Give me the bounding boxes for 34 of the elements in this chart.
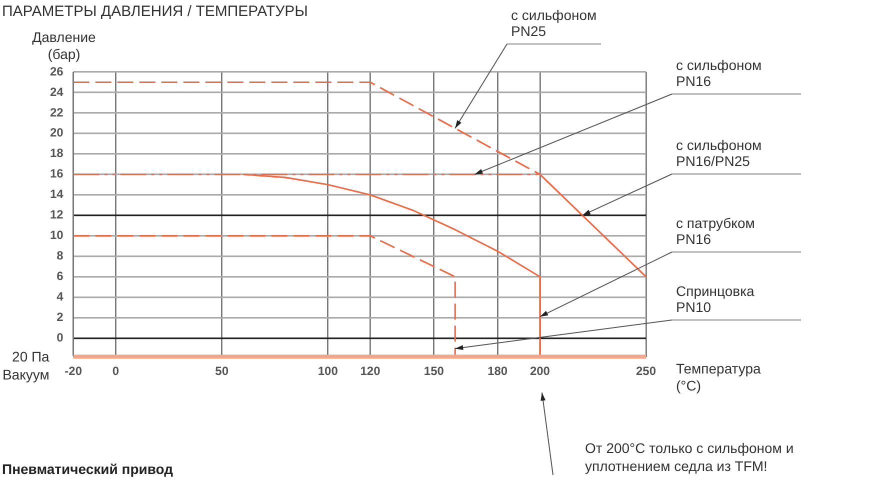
y-tick-label: 4 bbox=[56, 290, 64, 304]
x-tick-label: 150 bbox=[424, 364, 444, 378]
text: с сильфоном PN25 bbox=[511, 7, 597, 39]
y-axis-title: Давление (бар) bbox=[32, 29, 96, 62]
x-tick-label: 200 bbox=[530, 364, 550, 378]
x-tick-label: 120 bbox=[360, 364, 381, 378]
text: Спринцовка PN10 bbox=[676, 283, 755, 315]
ref-line-label: 20 Па Вакуум bbox=[2, 348, 50, 382]
y-tick-label: 8 bbox=[56, 248, 64, 263]
y-tick-label: 18 bbox=[50, 146, 64, 160]
y-tick-label: 26 bbox=[50, 64, 64, 78]
y-tick-label: 10 bbox=[50, 228, 64, 242]
chart-title: ПАРАМЕТРЫ ДАВЛЕНИЯ / ТЕМПЕРАТУРЫ bbox=[2, 3, 308, 20]
y-tick-label: 6 bbox=[56, 269, 64, 284]
x-tick-label: 180 bbox=[488, 364, 508, 378]
text: От 200°C только с сильфоном и уплотнением седла из TFM! bbox=[585, 440, 794, 474]
y-tick-label: 16 bbox=[50, 166, 64, 181]
text: с сильфоном PN16/PN25 bbox=[676, 137, 762, 169]
text: Пневматический привод bbox=[2, 461, 174, 477]
x-tick-label: 250 bbox=[636, 364, 656, 378]
y-tick-label: 12 bbox=[50, 208, 64, 222]
text: с патрубком PN16 bbox=[676, 215, 755, 247]
y-tick-label: 14 bbox=[50, 187, 64, 202]
x-tick-label: 50 bbox=[215, 364, 229, 378]
y-tick-label: 22 bbox=[50, 105, 64, 120]
x-tick-label: -20 bbox=[64, 364, 82, 378]
y-tick-label: 0 bbox=[56, 330, 64, 344]
x-tick-label: 0 bbox=[112, 364, 120, 378]
x-tick-label: 100 bbox=[318, 364, 338, 378]
y-tick-label: 20 bbox=[50, 126, 64, 140]
y-tick-label: 2 bbox=[56, 310, 64, 324]
text: с сильфоном PN16 bbox=[676, 57, 762, 89]
y-tick-label: 24 bbox=[50, 84, 64, 99]
x-axis-title: Температура (°C) bbox=[676, 360, 762, 394]
